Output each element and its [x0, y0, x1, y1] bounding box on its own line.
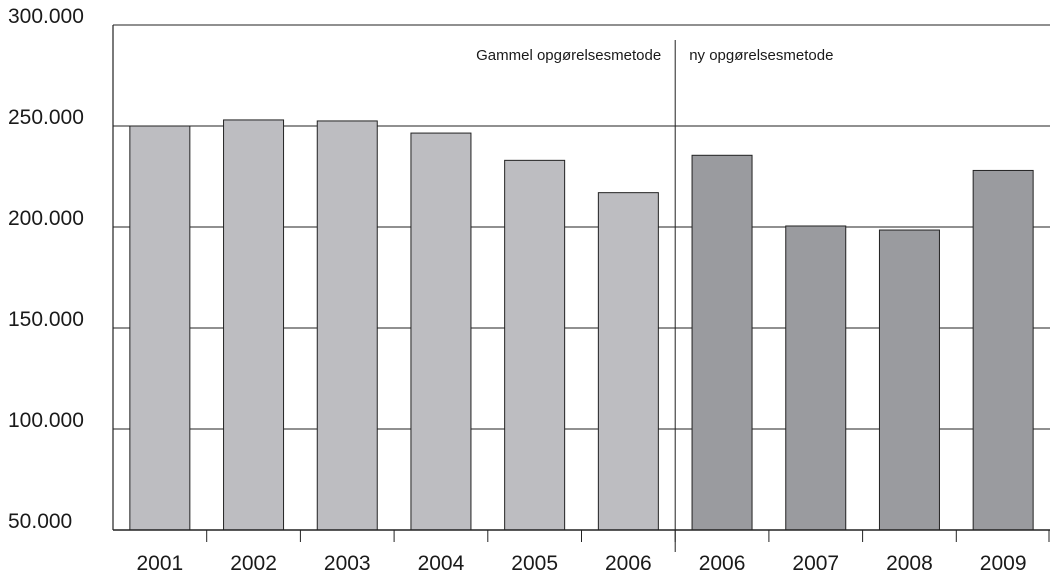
- bar: [410, 132, 472, 531]
- x-tick-label: 2008: [886, 552, 933, 575]
- x-tick-label: 2005: [511, 552, 558, 575]
- x-tick-label: 2003: [324, 552, 371, 575]
- y-tick-label: 150.000: [8, 308, 84, 331]
- x-tick-label: 2009: [980, 552, 1027, 575]
- y-tick-label: 50.000: [8, 510, 72, 533]
- bar: [972, 169, 1034, 531]
- method-label: Gammel opgørelsesmetode: [476, 47, 661, 64]
- bar: [223, 119, 285, 531]
- y-tick-label: 300.000: [8, 5, 84, 28]
- x-tick-label: 2006: [699, 552, 746, 575]
- bar: [785, 225, 847, 531]
- y-tick-label: 200.000: [8, 207, 84, 230]
- x-tick-label: 2006: [605, 552, 652, 575]
- x-tick-label: 2007: [792, 552, 839, 575]
- bar: [691, 154, 753, 531]
- x-tick-label: 2004: [418, 552, 465, 575]
- x-tick-label: 2001: [136, 552, 183, 575]
- x-tick-label: 2002: [230, 552, 277, 575]
- method-label: ny opgørelsesmetode: [689, 47, 833, 64]
- bar: [878, 229, 940, 531]
- bar: [316, 120, 378, 531]
- y-tick-label: 100.000: [8, 409, 84, 432]
- bar: [597, 192, 659, 531]
- bar: [129, 125, 191, 531]
- y-tick-label: 250.000: [8, 106, 84, 129]
- bar: [504, 159, 566, 531]
